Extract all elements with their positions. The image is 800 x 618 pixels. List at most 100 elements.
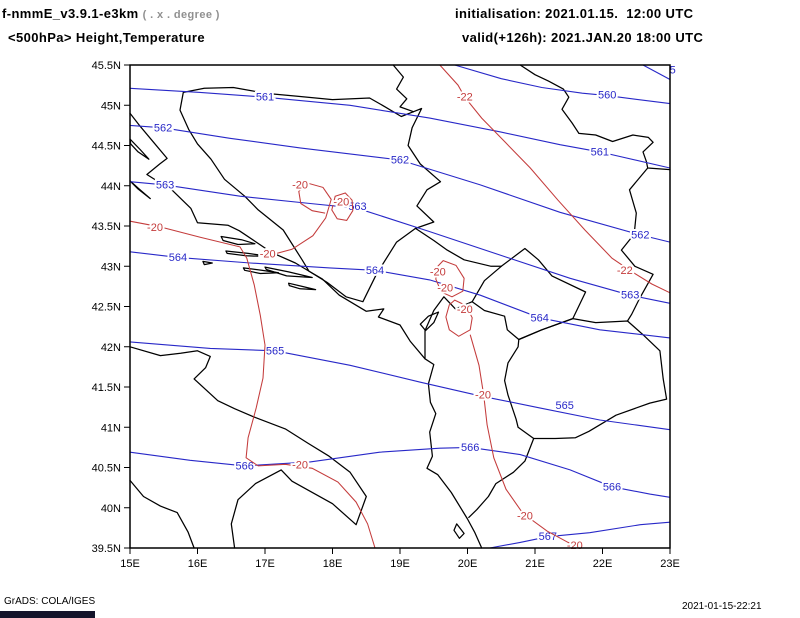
island-corfu xyxy=(453,523,465,539)
hgt-contour-label: 561 xyxy=(591,146,609,158)
hgt-contour-label: 562 xyxy=(631,229,649,241)
grads-credit: GrADS: COLA/IGES xyxy=(4,596,96,607)
tmp-contour-label: -20 xyxy=(437,283,453,295)
valid-time: valid(+126h): 2021.JAN.20 18:00 UTC xyxy=(462,30,704,45)
x-tick-label: 23E xyxy=(660,558,680,570)
border-montenegro-serbia xyxy=(414,227,502,267)
hgt-contour-label: 566 xyxy=(461,442,479,454)
island-brac xyxy=(220,235,256,246)
border-bosnia xyxy=(179,86,442,303)
y-tick-label: 40N xyxy=(101,503,121,515)
tmp-contour-label: -22 xyxy=(617,265,633,277)
y-tick-label: 41.5N xyxy=(92,382,121,394)
coastline-italy-tyrrhenian xyxy=(129,479,195,549)
y-tick-label: 44N xyxy=(101,181,121,193)
x-tick-label: 16E xyxy=(188,558,208,570)
hgt-contour-565 xyxy=(129,341,671,431)
border-kosovo xyxy=(471,247,587,341)
field-title: <500hPa> Height,Temperature xyxy=(8,30,205,45)
lake-scutari xyxy=(419,311,440,332)
y-tick-label: 40.5N xyxy=(92,463,121,475)
hgt-contour-label: 564 xyxy=(531,312,549,324)
initialisation-time: initialisation: 2021.01.15. 12:00 UTC xyxy=(455,6,694,21)
model-name: f-nmmE_v3.9.1-e3km xyxy=(2,6,139,21)
island-dugi-otok xyxy=(129,180,151,200)
island-vis xyxy=(202,260,213,266)
tmp-contour-label: -20 xyxy=(260,249,276,261)
hgt-contour-564 xyxy=(129,251,671,339)
x-tick-label: 20E xyxy=(458,558,478,570)
island-hvar xyxy=(225,250,273,258)
tmp-contour-label: -20 xyxy=(430,266,446,278)
border-macedonia xyxy=(503,317,668,440)
tmp-contour-label: -20 xyxy=(517,510,533,522)
tmp-contour-label: -20 xyxy=(567,540,583,552)
hgt-contour-label: 567 xyxy=(539,531,557,543)
y-tick-label: 43.5N xyxy=(92,221,121,233)
plot-frame xyxy=(129,64,671,549)
y-tick-label: 45N xyxy=(101,100,121,112)
hgt-contour-label: 561 xyxy=(256,92,274,104)
coastline-italy-adriatic xyxy=(129,346,367,549)
hgt-contour-label: 564 xyxy=(169,252,187,264)
border-montenegro-albania xyxy=(424,296,473,360)
hgt-contour-562 xyxy=(129,124,671,243)
hgt-contour-label: 565 xyxy=(266,345,284,357)
hgt-contour-label: 563 xyxy=(621,290,639,302)
hgt-contour-5 xyxy=(642,64,671,80)
island-mljet xyxy=(287,282,317,291)
hgt-contour-563 xyxy=(129,181,671,304)
hgt-contour-label: 566 xyxy=(603,481,621,493)
border-serbia-romania-danube xyxy=(519,64,671,171)
x-tick-label: 15E xyxy=(120,558,140,570)
x-tick-label: 21E xyxy=(525,558,545,570)
tmp-contour--20 xyxy=(435,259,465,298)
tmp-contour--22 xyxy=(439,64,671,294)
hgt-contour-label: 566 xyxy=(236,460,254,472)
x-tick-label: 18E xyxy=(323,558,343,570)
hgt-contour-566 xyxy=(129,446,671,498)
hgt-contour-label: 560 xyxy=(598,89,616,101)
border-albania-greece xyxy=(468,437,535,519)
resolution-note: ( . x . degree ) xyxy=(142,9,220,21)
model-title: f-nmmE_v3.9.1-e3km ( . x . degree ) xyxy=(2,6,220,21)
y-tick-label: 45.5N xyxy=(92,60,121,72)
y-tick-label: 39.5N xyxy=(92,543,121,555)
tmp-contour-label: -20 xyxy=(475,390,491,402)
border-croatia-serbia xyxy=(392,64,415,113)
tmp-contour--20 xyxy=(267,182,332,257)
hgt-contour-label: 564 xyxy=(366,265,384,277)
x-tick-label: 17E xyxy=(255,558,275,570)
island-peljesac xyxy=(264,266,313,279)
y-tick-label: 43N xyxy=(101,261,121,273)
tmp-contour-label: -20 xyxy=(457,304,473,316)
hgt-contour-label: 5 xyxy=(670,64,676,76)
hgt-contour-label: 562 xyxy=(391,155,409,167)
tmp-contour-label: -20 xyxy=(292,460,308,472)
y-tick-label: 42N xyxy=(101,342,121,354)
hgt-contour-label: 565 xyxy=(556,400,574,412)
tmp-contour-label: -20 xyxy=(333,196,349,208)
tmp-contour--20 xyxy=(445,299,473,337)
tmp-contour--20 xyxy=(469,334,583,549)
y-tick-label: 44.5N xyxy=(92,141,121,153)
bottom-left-bar xyxy=(0,611,95,618)
hgt-contour-label: 563 xyxy=(348,201,366,213)
x-tick-label: 22E xyxy=(593,558,613,570)
island-korcula xyxy=(242,267,280,275)
tmp-contour-label: -20 xyxy=(147,222,163,234)
hgt-contour-567 xyxy=(489,521,671,549)
tmp-contour--20 xyxy=(129,220,376,549)
hgt-contour-560 xyxy=(454,64,671,105)
y-tick-label: 42.5N xyxy=(92,302,121,314)
border-serbia-bulgaria xyxy=(620,167,654,322)
tmp-contour--20 xyxy=(331,192,354,221)
tmp-contour-label: -20 xyxy=(292,179,308,191)
creation-timestamp: 2021-01-15-22:21 xyxy=(682,601,762,612)
y-tick-label: 41N xyxy=(101,422,121,434)
island-pag xyxy=(129,138,150,160)
hgt-contour-label: 562 xyxy=(154,122,172,134)
coastline-balkan-adriatic xyxy=(129,112,483,549)
